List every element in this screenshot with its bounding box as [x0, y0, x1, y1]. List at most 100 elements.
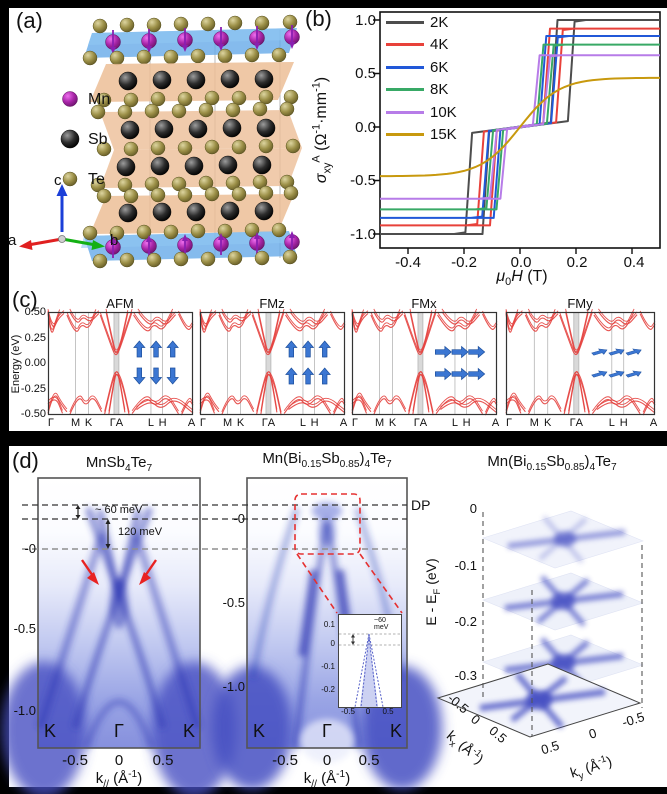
inset-ytick-1: 0: [330, 639, 335, 648]
b-ytick-1: 0.5: [355, 65, 376, 82]
c-title-fmx: FMx: [411, 296, 437, 311]
b-xtick-1: -0.2: [451, 254, 477, 271]
panel-a-label: (a): [16, 8, 43, 33]
d-left-xlabel: k// (Å-1): [95, 769, 143, 790]
b-xtick-4: 0.4: [623, 254, 645, 271]
stack-elabel: E - EF (eV): [423, 558, 443, 626]
legend-mn-atom: [62, 91, 78, 107]
inset-xtick-0: -0.5: [341, 707, 355, 716]
c-ytick-1: 0.25: [24, 332, 46, 344]
d-left-xtick-2: 0.5: [152, 752, 174, 769]
c-ytick-4: -0.50: [20, 408, 46, 420]
c-title-fmz: FMz: [259, 296, 285, 311]
c-ktick-ΓA: ΓA: [413, 417, 428, 429]
c-ktick-M: M: [374, 417, 385, 429]
c-kaxis-afm: Γ M K ΓA L H A: [48, 417, 195, 430]
inset-ytick-0: 0.1: [323, 620, 335, 629]
frame-left: [0, 0, 9, 794]
c-ktick-L: L: [451, 417, 458, 429]
legend-line-8k: [386, 88, 424, 91]
d-left-ytick-2: -1.0: [13, 703, 36, 718]
c-kaxis-fmx: Γ M K ΓA L H A: [351, 417, 500, 430]
d-left-title: MnSb4Te7: [85, 454, 153, 474]
legend-te-label: Te: [88, 171, 105, 188]
c-ktick-A: A: [491, 417, 500, 429]
panel-b-label: (b): [305, 6, 332, 31]
c-ktick-M: M: [529, 417, 539, 429]
c-ktick-H: H: [158, 417, 167, 429]
annotation-60mev: ~ 60 meV: [95, 504, 143, 516]
d-mid-xtick-2: 0.5: [358, 752, 380, 769]
d-right-title: Mn(Bi0.15Sb0.85)4Te7: [487, 453, 617, 473]
legend-label-15k: 15K: [430, 126, 457, 143]
legend-line-4k: [386, 43, 424, 46]
stack-etick-0: 0: [469, 501, 477, 516]
d-mid-ytick-0: -0: [233, 511, 245, 526]
d-mid-gamma: Γ: [322, 721, 332, 741]
b-xlabel: μ0H (T): [496, 268, 548, 289]
inset-ytick-2: -0.1: [321, 662, 335, 671]
legend-te-atom: [62, 171, 78, 187]
stack-etick-2: -0.2: [454, 614, 477, 629]
panel-d-label: (d): [12, 448, 39, 473]
c-ktick-ΓA: ΓA: [109, 417, 124, 429]
b-xtick-3: 0.2: [566, 254, 588, 271]
arpes-map-mnsb4te7: [2, 477, 236, 794]
c-ktick-H: H: [310, 417, 319, 429]
b-ylabel: σxyA (Ω-1·mm-1): [310, 76, 334, 184]
c-ktick-H: H: [462, 417, 471, 429]
axis-b-label: b: [110, 232, 119, 249]
d-left-ytick-0: -0: [24, 541, 36, 556]
inset-xtick-1: 0: [365, 707, 371, 716]
b-ytick-2: 0.0: [355, 119, 376, 136]
b-ytick-0: 1.0: [355, 12, 376, 29]
d-mid-xtick-1: 0: [322, 752, 332, 769]
inset-annotation: ~60 meV: [374, 617, 389, 631]
d-mid-k1: K: [252, 721, 266, 741]
hysteresis-plot: [373, 11, 661, 254]
d-left-xtick-1: 0: [114, 752, 124, 769]
band-structure-fmz: [199, 308, 346, 416]
constant-energy-stack: [436, 510, 644, 738]
c-title-afm: AFM: [106, 296, 134, 311]
mn-spin-down-arrows: [110, 25, 295, 54]
annotation-120mev: 120 meV: [118, 526, 163, 538]
frame-bottom: [0, 787, 667, 794]
arpes-inset-graphic: [339, 633, 401, 708]
c-ktick-L: L: [608, 417, 615, 429]
d-left-k2: K: [182, 721, 196, 741]
legend-label-4k: 4K: [430, 36, 449, 53]
c-ktick-H: H: [619, 417, 628, 429]
d-left-gamma: Γ: [114, 721, 124, 741]
inset-ytick-3: -0.2: [321, 685, 335, 694]
c-ytick-3: -0.25: [20, 383, 46, 395]
c-ktick-A: A: [339, 417, 348, 429]
legend-sb-label: Sb: [88, 131, 108, 148]
c-kaxis-fmz: Γ M K ΓA L H A: [200, 417, 348, 430]
crystal-axes-icon: [19, 184, 105, 250]
legend-mn-label: Mn: [88, 91, 111, 108]
dp-label: DP: [411, 497, 431, 513]
c-ktick-Γ: Γ: [505, 417, 512, 429]
band-structure-fmx: [351, 308, 498, 416]
c-ktick-L: L: [147, 417, 154, 429]
c-ktick-K: K: [388, 417, 397, 429]
c-ktick-Γ: Γ: [351, 417, 358, 429]
legend-line-15k: [386, 133, 424, 136]
legend-label-6k: 6K: [430, 59, 449, 76]
stack-etick-1: -0.1: [454, 558, 477, 573]
d-mid-ytick-1: -0.5: [222, 595, 245, 610]
d-mid-k2: K: [389, 721, 403, 741]
d-left-ytick-1: -0.5: [13, 621, 36, 636]
d-mid-ytick-2: -1.0: [222, 679, 245, 694]
legend-label-8k: 8K: [430, 81, 449, 98]
c-ktick-A: A: [649, 417, 658, 429]
c-ktick-L: L: [299, 417, 306, 429]
c-title-fmy: FMy: [567, 296, 593, 311]
d-mid-title: Mn(Bi0.15Sb0.85)4Te7: [262, 450, 392, 470]
mn-spin-up-arrows: [110, 231, 295, 258]
axis-c-label: c: [54, 172, 62, 189]
arpes-inset: [338, 614, 402, 708]
d-mid-xlabel: k// (Å-1): [303, 769, 351, 790]
